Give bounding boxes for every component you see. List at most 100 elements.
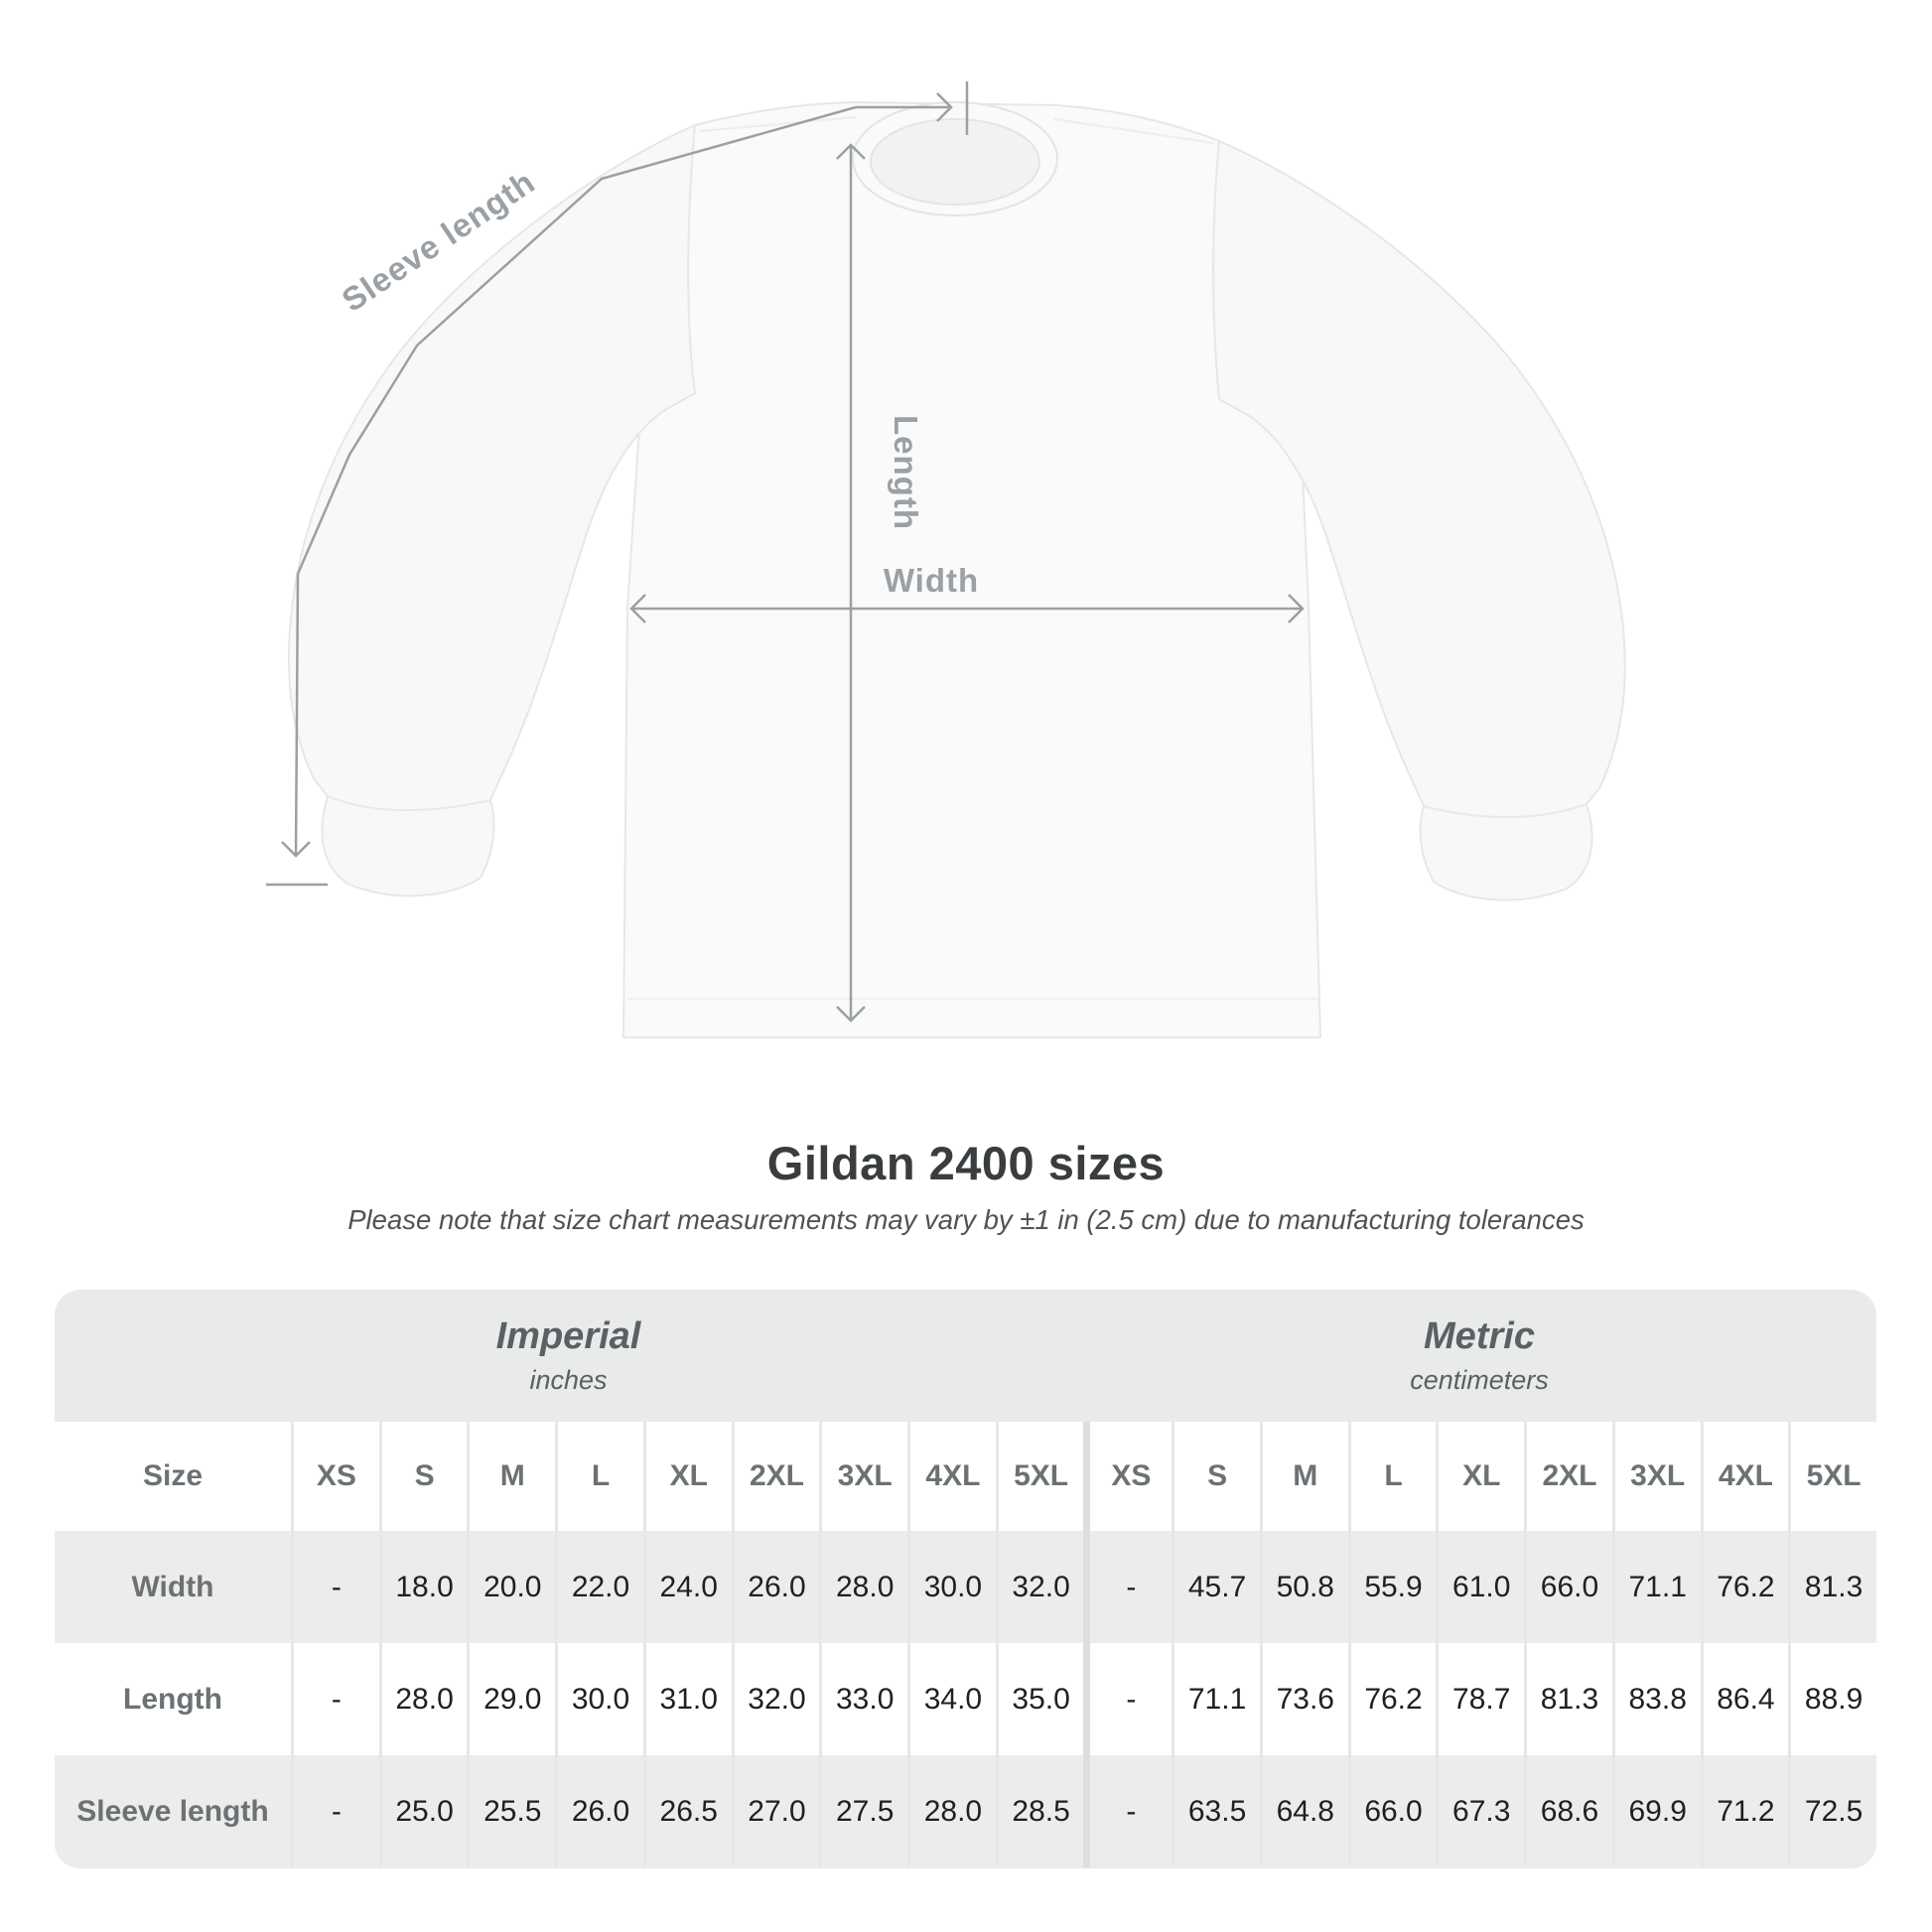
value-cell: 76.2 (1347, 1643, 1437, 1755)
value-cell: 26.5 (642, 1755, 732, 1867)
right-shoulder-seam (1053, 118, 1214, 144)
table-row: Width -18.0 20.0 22.0 24.0 26.0 28.0 30.0 32.0-4… (55, 1531, 1876, 1643)
length-up-arrowhead-icon (836, 143, 866, 160)
metric-group-header: Metric centimeters (1082, 1290, 1876, 1422)
metric-group-name: Metric (1424, 1315, 1535, 1357)
shirt-left-sleeve (287, 123, 697, 897)
value-cell: 27.0 (731, 1755, 820, 1867)
value-cell: 73.6 (1259, 1643, 1348, 1755)
value-cell: 71.1 (1611, 1531, 1701, 1643)
value-cell: 88.9 (1788, 1643, 1876, 1755)
size-header-metric-4xl: 4XL (1700, 1422, 1789, 1531)
value-cell: 25.5 (467, 1755, 555, 1867)
value-cell: 26.0 (731, 1531, 820, 1643)
value-cell: 76.2 (1700, 1531, 1789, 1643)
value-cell: 71.2 (1700, 1755, 1789, 1867)
value-cell: 67.3 (1436, 1755, 1524, 1867)
size-header-metric-l: L (1347, 1422, 1437, 1531)
value-cell: 20.0 (467, 1531, 555, 1643)
length-label: Length (888, 415, 924, 530)
value-cell: 35.0 (995, 1643, 1084, 1755)
value-cell: - (1083, 1531, 1172, 1643)
size-header-metric-xl: XL (1436, 1422, 1524, 1531)
value-cell: 24.0 (642, 1531, 732, 1643)
size-header-metric-2xl: 2XL (1524, 1422, 1612, 1531)
value-cell: 30.0 (555, 1643, 643, 1755)
title-block: Gildan 2400 sizes Please note that size … (0, 1138, 1932, 1236)
value-cell: 29.0 (467, 1643, 555, 1755)
tolerance-note: Please note that size chart measurements… (347, 1203, 1585, 1235)
left-cuff-seam (327, 795, 491, 811)
size-header-row: Size XS S M L XL 2XL 3XL 4XL 5XL XS S M L XL 2XL 3XL 4XL 5… (55, 1422, 1876, 1531)
value-cell: 81.3 (1524, 1643, 1612, 1755)
size-header-metric-m: M (1259, 1422, 1348, 1531)
sleeve-right-arrowhead-icon (936, 92, 953, 122)
value-cell: 18.0 (378, 1531, 468, 1643)
table-row: Length -28.0 29.0 30.0 31.0 32.0 33.0 34.0 35.0-… (55, 1643, 1876, 1755)
length-measure (836, 143, 866, 1023)
value-cell: 69.9 (1611, 1755, 1701, 1867)
size-column-header: Size (142, 1459, 204, 1492)
value-cell: 25.0 (378, 1755, 468, 1867)
width-left-arrowhead-icon (629, 594, 646, 623)
value-cell: 32.0 (731, 1643, 820, 1755)
size-header-metric-xs: XS (1083, 1422, 1172, 1531)
value-cell: 22.0 (555, 1531, 643, 1643)
size-header-imperial-s: S (378, 1422, 468, 1531)
right-cuff-seam (1423, 803, 1587, 818)
measurement-grid: Size XS S M L XL 2XL 3XL 4XL 5XL XS S M L XL 2XL 3XL 4XL 5… (55, 1422, 1876, 1867)
value-cell: 86.4 (1700, 1643, 1789, 1755)
value-cell: 78.7 (1436, 1643, 1524, 1755)
width-label: Width (884, 562, 979, 599)
value-cell: 27.5 (819, 1755, 907, 1867)
shirt-collar-inner (870, 118, 1040, 206)
size-header-imperial-2xl: 2XL (731, 1422, 820, 1531)
size-header-imperial-5xl: 5XL (995, 1422, 1084, 1531)
size-header-metric-s: S (1172, 1422, 1260, 1531)
size-header-imperial-4xl: 4XL (907, 1422, 996, 1531)
measurement-annotations (266, 81, 1305, 1023)
value-cell: 55.9 (1347, 1531, 1437, 1643)
value-cell: 61.0 (1436, 1531, 1524, 1643)
row-label: Length (123, 1682, 222, 1716)
value-cell: 81.3 (1788, 1531, 1876, 1643)
value-cell: 33.0 (819, 1643, 907, 1755)
left-shoulder-seam (700, 116, 857, 132)
length-down-arrowhead-icon (836, 1006, 866, 1023)
value-cell: 26.0 (555, 1755, 643, 1867)
page-title: Gildan 2400 sizes (766, 1137, 1166, 1189)
size-header-metric-3xl: 3XL (1611, 1422, 1701, 1531)
value-cell: 68.6 (1524, 1755, 1612, 1867)
value-cell: - (291, 1755, 379, 1867)
value-cell: 28.0 (378, 1643, 468, 1755)
imperial-group-unit: inches (529, 1365, 608, 1395)
value-cell: - (1083, 1643, 1172, 1755)
table-row: Sleeve length -25.0 25.5 26.0 26.5 27.0 27.5 28… (55, 1755, 1876, 1867)
shirt-diagram: Sleeve length Length Width (266, 81, 1626, 1038)
value-cell: 64.8 (1259, 1755, 1348, 1867)
value-cell: 63.5 (1172, 1755, 1260, 1867)
value-cell: - (291, 1643, 379, 1755)
sleeve-down-arrowhead-icon (281, 841, 311, 858)
value-cell: 71.1 (1172, 1643, 1260, 1755)
value-cell: 32.0 (995, 1531, 1084, 1643)
size-header-imperial-xl: XL (642, 1422, 732, 1531)
unit-group-band: Imperial inches Metric centimeters (55, 1290, 1876, 1422)
metric-group-unit: centimeters (1410, 1365, 1549, 1395)
value-cell: 34.0 (907, 1643, 996, 1755)
value-cell: 66.0 (1524, 1531, 1612, 1643)
shirt-right-sleeve (1212, 139, 1626, 901)
width-measure (629, 594, 1305, 623)
value-cell: 72.5 (1788, 1755, 1876, 1867)
row-label: Sleeve length (76, 1794, 269, 1828)
value-cell: - (1083, 1755, 1172, 1867)
value-cell: 30.0 (907, 1531, 996, 1643)
value-cell: 66.0 (1347, 1755, 1437, 1867)
size-header-metric-5xl: 5XL (1788, 1422, 1876, 1531)
sleeve-length-line (294, 105, 857, 857)
shirt-illustration (287, 100, 1626, 1038)
size-header-imperial-m: M (467, 1422, 555, 1531)
value-cell: 83.8 (1611, 1643, 1701, 1755)
size-header-imperial-xs: XS (291, 1422, 379, 1531)
value-cell: 31.0 (642, 1643, 732, 1755)
